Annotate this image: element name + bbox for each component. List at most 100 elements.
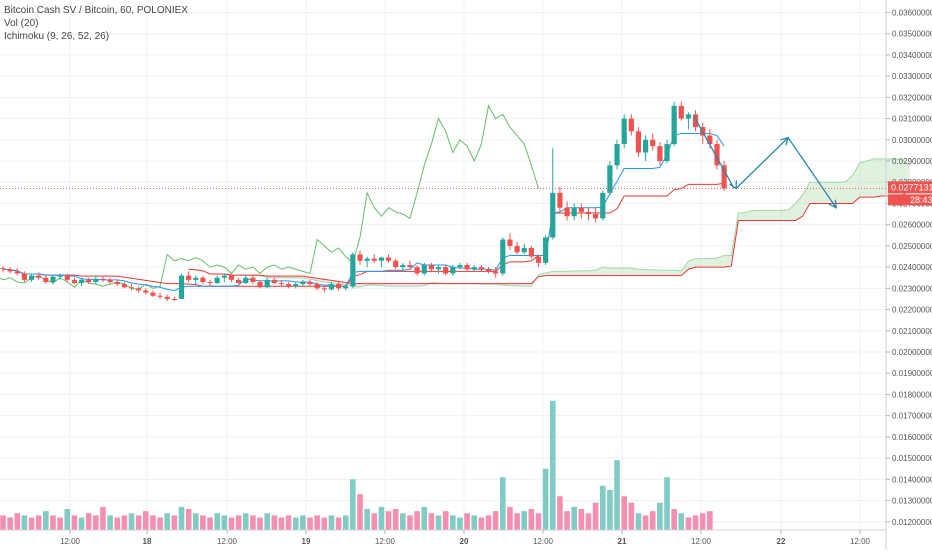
candle-body bbox=[629, 119, 634, 132]
candle bbox=[722, 161, 727, 191]
candle-body bbox=[372, 259, 377, 261]
candle-body bbox=[479, 267, 484, 269]
candle bbox=[365, 257, 370, 268]
price-tick-label: 0.01400000 bbox=[892, 475, 932, 484]
volume-bar bbox=[164, 513, 170, 530]
candle bbox=[593, 208, 598, 223]
last-price-value: 0.02771313 bbox=[891, 182, 932, 192]
candle-body bbox=[393, 261, 398, 267]
candle bbox=[465, 263, 470, 271]
candle bbox=[272, 278, 277, 284]
volume-bar bbox=[279, 518, 285, 530]
volume-bar bbox=[43, 511, 49, 530]
volume-bar bbox=[129, 513, 135, 530]
volume-bar bbox=[686, 518, 692, 530]
volume-bar bbox=[543, 469, 549, 530]
volume-bar bbox=[371, 513, 377, 530]
cloud-segment bbox=[560, 271, 567, 275]
candle-body bbox=[343, 286, 348, 288]
cloud-segment bbox=[760, 210, 767, 220]
candle-body bbox=[543, 237, 548, 262]
candle-body bbox=[329, 284, 334, 289]
candle-body bbox=[207, 282, 212, 283]
candle-body bbox=[564, 208, 569, 216]
candle bbox=[543, 235, 548, 265]
cloud-segment bbox=[581, 271, 588, 276]
candle bbox=[372, 254, 377, 262]
candle-body bbox=[472, 267, 477, 269]
cloud-segment bbox=[667, 270, 674, 275]
price-tick-label: 0.01500000 bbox=[892, 454, 932, 463]
volume-bar bbox=[536, 513, 542, 530]
candle bbox=[129, 284, 134, 290]
candle-body bbox=[415, 267, 420, 273]
candle-body bbox=[265, 280, 270, 287]
volume-bar bbox=[286, 515, 292, 530]
volume-bar bbox=[79, 518, 85, 530]
price-tick-label: 0.02000000 bbox=[892, 348, 932, 357]
candle bbox=[622, 114, 627, 148]
candle bbox=[157, 293, 162, 299]
candle bbox=[115, 280, 120, 286]
cloud-segment bbox=[774, 210, 781, 220]
candle bbox=[614, 140, 619, 170]
volume-bar bbox=[457, 518, 463, 530]
time-tick-label: 18 bbox=[143, 537, 152, 546]
time-tick-label: 21 bbox=[618, 537, 627, 546]
projection-lead-in bbox=[694, 116, 734, 188]
chart-legend: Bitcoin Cash SV / Bitcoin, 60, POLONIEX … bbox=[4, 4, 188, 43]
candle-body bbox=[22, 273, 27, 279]
volume-bar bbox=[500, 477, 506, 530]
cloud-segment bbox=[553, 271, 560, 275]
candle bbox=[472, 265, 477, 271]
cloud-segment bbox=[610, 268, 617, 275]
volume-bar bbox=[0, 515, 6, 530]
candle bbox=[607, 161, 612, 195]
candle-body bbox=[529, 248, 534, 256]
candle bbox=[564, 201, 569, 220]
volume-bar bbox=[486, 515, 492, 530]
volume-bar bbox=[222, 515, 228, 530]
volume-bar bbox=[350, 479, 356, 530]
volume-bar bbox=[193, 513, 199, 530]
candle-body bbox=[72, 280, 77, 283]
price-tick-label: 0.03600000 bbox=[892, 8, 932, 17]
volume-bar bbox=[571, 507, 577, 530]
candle-body bbox=[193, 278, 198, 280]
candle bbox=[350, 252, 355, 288]
candle bbox=[493, 267, 498, 278]
volume-bar bbox=[379, 507, 385, 530]
volume-bar bbox=[629, 503, 635, 530]
candle-body bbox=[8, 269, 13, 271]
volume-bar bbox=[250, 515, 256, 530]
candle bbox=[143, 288, 148, 294]
volume-legend[interactable]: Vol (20) bbox=[4, 17, 188, 30]
candle-body bbox=[443, 267, 448, 273]
price-tick-label: 0.02600000 bbox=[892, 221, 932, 230]
volume-bar bbox=[557, 496, 563, 530]
candle-body bbox=[236, 280, 241, 283]
candle-body bbox=[643, 140, 648, 153]
price-tick-label: 0.03100000 bbox=[892, 115, 932, 124]
candle-body bbox=[200, 278, 205, 282]
candle bbox=[150, 290, 155, 296]
ichimoku-legend[interactable]: Ichimoku (9, 26, 52, 26) bbox=[4, 30, 188, 43]
cloud-segment bbox=[860, 161, 867, 197]
candle-body bbox=[86, 280, 91, 282]
candle-body bbox=[122, 284, 127, 287]
candle-body bbox=[622, 119, 627, 144]
volume-bar bbox=[236, 515, 242, 530]
candle bbox=[429, 263, 434, 271]
symbol-title[interactable]: Bitcoin Cash SV / Bitcoin, 60, POLONIEX bbox=[4, 4, 188, 17]
volume-bar bbox=[307, 518, 313, 530]
candle-body bbox=[686, 114, 691, 118]
candle bbox=[650, 133, 655, 150]
price-tick-label: 0.03400000 bbox=[892, 51, 932, 60]
time-tick-label: 19 bbox=[302, 537, 311, 546]
candle-body bbox=[315, 284, 320, 288]
volume-bar bbox=[464, 513, 470, 530]
volume-bar bbox=[550, 401, 556, 530]
